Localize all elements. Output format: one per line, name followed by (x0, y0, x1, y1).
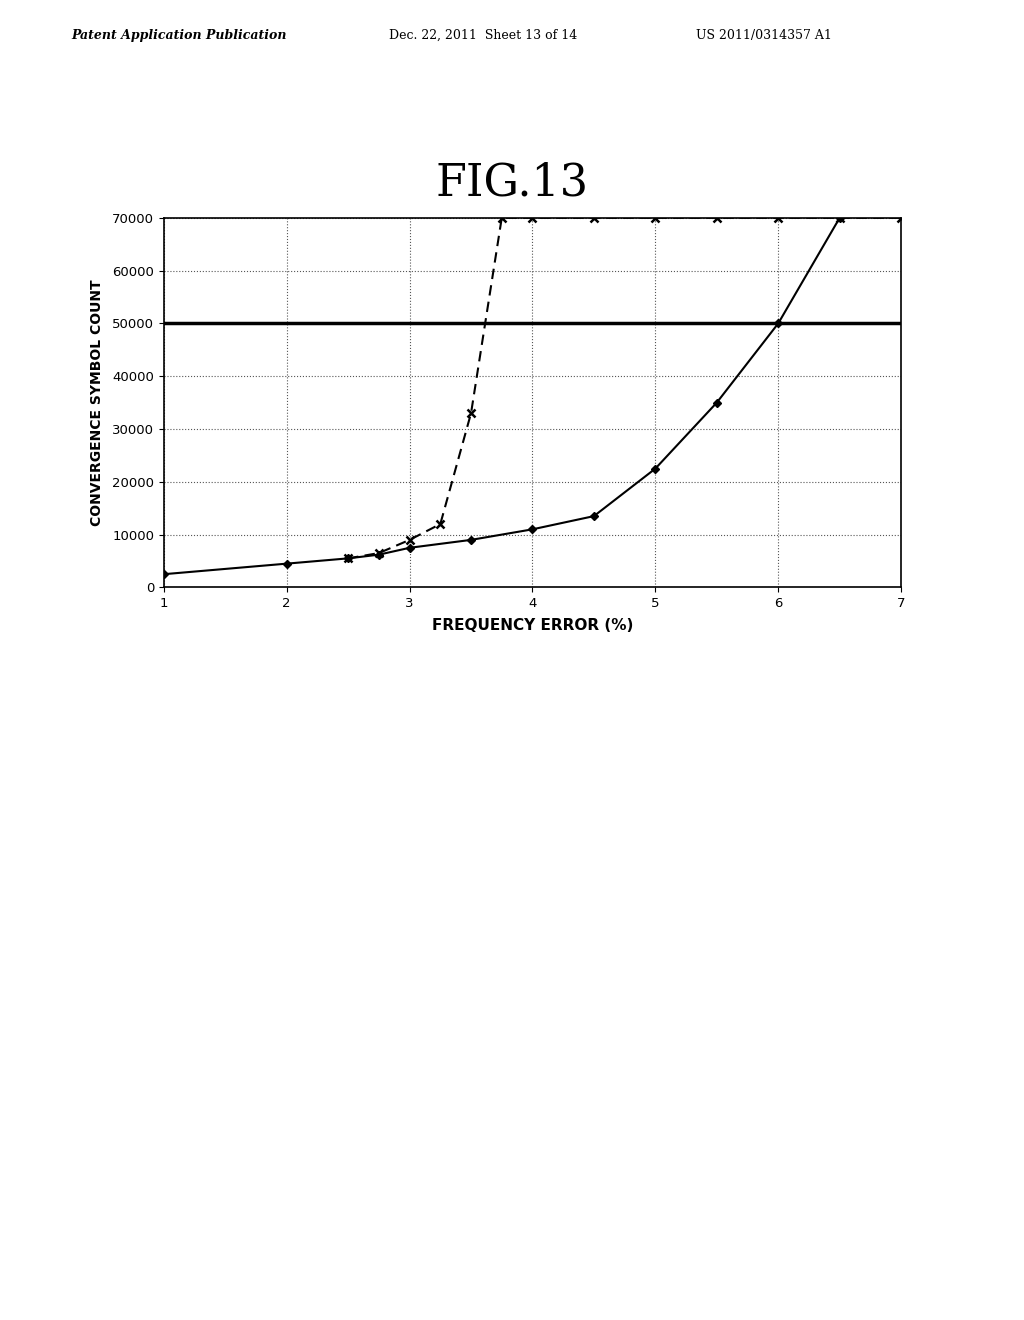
Y-axis label: CONVERGENCE SYMBOL COUNT: CONVERGENCE SYMBOL COUNT (90, 280, 103, 525)
Text: Patent Application Publication: Patent Application Publication (72, 29, 287, 42)
Text: Dec. 22, 2011  Sheet 13 of 14: Dec. 22, 2011 Sheet 13 of 14 (389, 29, 578, 42)
Text: US 2011/0314357 A1: US 2011/0314357 A1 (696, 29, 833, 42)
Text: FIG.13: FIG.13 (435, 161, 589, 205)
X-axis label: FREQUENCY ERROR (%): FREQUENCY ERROR (%) (432, 619, 633, 634)
